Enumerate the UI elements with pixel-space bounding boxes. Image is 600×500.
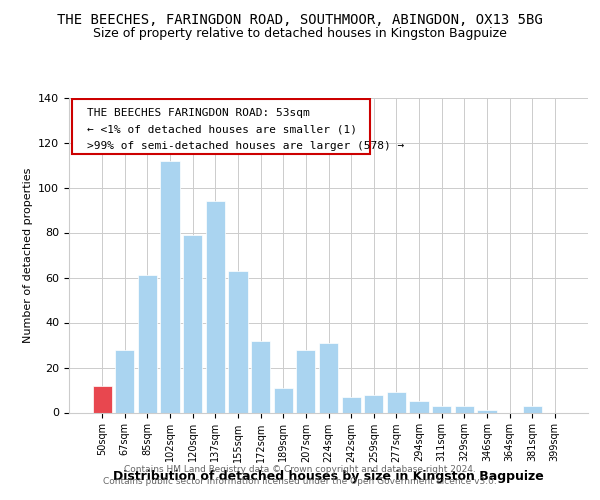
Bar	[251, 340, 270, 412]
Y-axis label: Number of detached properties: Number of detached properties	[23, 168, 32, 342]
Bar	[341, 397, 361, 412]
Text: Contains public sector information licensed under the Open Government Licence v3: Contains public sector information licen…	[103, 477, 497, 486]
Bar	[206, 201, 225, 412]
Bar	[523, 406, 542, 412]
Bar	[92, 386, 112, 412]
Text: ← <1% of detached houses are smaller (1): ← <1% of detached houses are smaller (1)	[87, 124, 357, 134]
Bar	[274, 388, 293, 412]
FancyBboxPatch shape	[71, 99, 370, 154]
Text: >99% of semi-detached houses are larger (578) →: >99% of semi-detached houses are larger …	[87, 141, 404, 151]
Bar	[160, 160, 180, 412]
Bar	[319, 343, 338, 412]
Text: THE BEECHES, FARINGDON ROAD, SOUTHMOOR, ABINGDON, OX13 5BG: THE BEECHES, FARINGDON ROAD, SOUTHMOOR, …	[57, 12, 543, 26]
Bar	[115, 350, 134, 412]
Bar	[364, 394, 383, 412]
Text: Size of property relative to detached houses in Kingston Bagpuize: Size of property relative to detached ho…	[93, 28, 507, 40]
Text: Contains HM Land Registry data © Crown copyright and database right 2024.: Contains HM Land Registry data © Crown c…	[124, 465, 476, 474]
Bar	[138, 275, 157, 412]
Bar	[477, 410, 497, 412]
X-axis label: Distribution of detached houses by size in Kingston Bagpuize: Distribution of detached houses by size …	[113, 470, 544, 483]
Bar	[296, 350, 316, 412]
Bar	[387, 392, 406, 412]
Bar	[432, 406, 451, 412]
Bar	[183, 235, 202, 412]
Text: THE BEECHES FARINGDON ROAD: 53sqm: THE BEECHES FARINGDON ROAD: 53sqm	[87, 108, 310, 118]
Bar	[229, 271, 248, 412]
Bar	[455, 406, 474, 412]
Bar	[409, 401, 428, 412]
